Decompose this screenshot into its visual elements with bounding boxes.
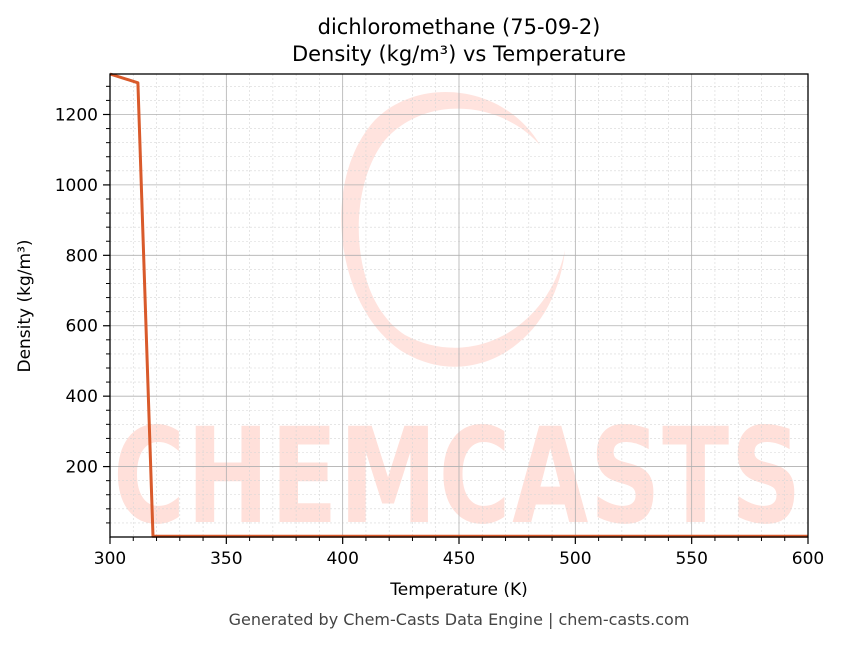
y-axis-title: Density (kg/m³): [15, 239, 35, 372]
watermark-letters: CHEMCASTS: [113, 400, 803, 554]
density-series-line: [109, 72, 808, 538]
watermark-logo: CHEMCASTS: [113, 92, 803, 554]
y-tick-label: 400: [66, 387, 98, 407]
y-axis-ticks: 200 400 600 800 1000 1200: [55, 85, 110, 524]
x-tick-label: 550: [675, 549, 707, 569]
chart-title: dichloromethane (75-09-2): [318, 15, 601, 39]
y-tick-label: 800: [66, 246, 98, 266]
x-axis-title: Temperature (K): [389, 580, 528, 600]
footer-credit: Generated by Chem-Casts Data Engine | ch…: [229, 610, 690, 629]
x-tick-label: 350: [210, 549, 242, 569]
x-axis-ticks: 300 350 400 450 500 550 600: [94, 537, 824, 569]
series-layer: [109, 72, 808, 538]
chart-subtitle: Density (kg/m³) vs Temperature: [292, 42, 626, 66]
major-grid: [109, 74, 809, 537]
y-tick-label: 1000: [55, 176, 98, 196]
x-tick-label: 300: [94, 549, 126, 569]
y-tick-label: 600: [66, 317, 98, 337]
x-tick-label: 600: [792, 549, 824, 569]
x-tick-label: 450: [443, 549, 475, 569]
x-tick-label: 400: [326, 549, 358, 569]
y-tick-label: 1200: [55, 105, 98, 125]
x-tick-label: 500: [559, 549, 591, 569]
y-tick-label: 200: [66, 458, 98, 478]
